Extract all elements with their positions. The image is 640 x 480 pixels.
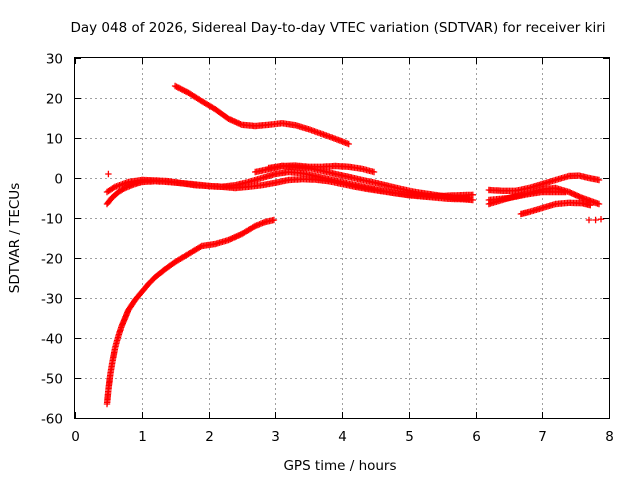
data-point — [595, 176, 603, 184]
x-tick-label: 2 — [205, 429, 214, 445]
x-tick-label: 6 — [472, 429, 481, 445]
x-tick-label: 7 — [538, 429, 547, 445]
data-point — [562, 188, 569, 196]
series-track-2 — [103, 216, 278, 408]
series-track-10 — [485, 188, 569, 204]
data-point — [105, 170, 112, 178]
grid-lines — [75, 58, 609, 418]
data-point — [345, 140, 352, 148]
series-track-9 — [517, 199, 594, 218]
data-point — [585, 216, 593, 224]
y-tick-label: 20 — [46, 92, 63, 108]
y-tick-label: 30 — [46, 52, 63, 68]
x-axis-label: GPS time / hours — [283, 458, 396, 474]
data-point — [110, 184, 117, 191]
axis-ticks: 0 1 2 3 4 5 6 7 8 -60 -50 -40 -30 -20 -10 0 10 20 30 — [41, 52, 614, 446]
x-tick-label: 8 — [605, 429, 614, 445]
plot-frame — [74, 57, 610, 419]
series-track-4 — [103, 168, 476, 208]
y-tick-label: -20 — [41, 252, 63, 268]
series-track-11 — [105, 170, 605, 224]
y-axis-label: SDTVAR / TECUs — [7, 183, 23, 293]
data-point — [597, 216, 605, 223]
series-track-1 — [171, 82, 352, 148]
data-point — [250, 223, 258, 230]
y-tick-label: -40 — [41, 332, 63, 348]
y-tick-label: -10 — [41, 212, 63, 228]
y-tick-label: -50 — [41, 372, 63, 388]
data-point — [197, 243, 204, 250]
y-tick-label: -60 — [41, 412, 63, 428]
data-point — [587, 202, 594, 209]
data-point — [370, 168, 378, 176]
y-tick-label: 10 — [46, 132, 63, 148]
series-track-7 — [485, 172, 603, 194]
data-point — [595, 200, 603, 208]
y-tick-label: 0 — [54, 172, 63, 188]
x-tick-label: 4 — [338, 429, 347, 445]
data-point — [465, 195, 472, 202]
data-points — [103, 82, 605, 408]
series-track-6 — [265, 162, 378, 176]
data-point — [270, 216, 278, 224]
chart-title: Day 048 of 2026, Sidereal Day-to-day VTE… — [70, 20, 605, 36]
y-tick-label: -30 — [41, 292, 63, 308]
x-tick-label: 3 — [271, 429, 280, 445]
data-point — [469, 196, 476, 204]
data-point — [592, 216, 599, 224]
x-tick-label: 5 — [405, 429, 414, 445]
data-point — [120, 185, 127, 192]
x-tick-label: 1 — [138, 429, 147, 445]
x-tick-label: 0 — [71, 429, 80, 445]
